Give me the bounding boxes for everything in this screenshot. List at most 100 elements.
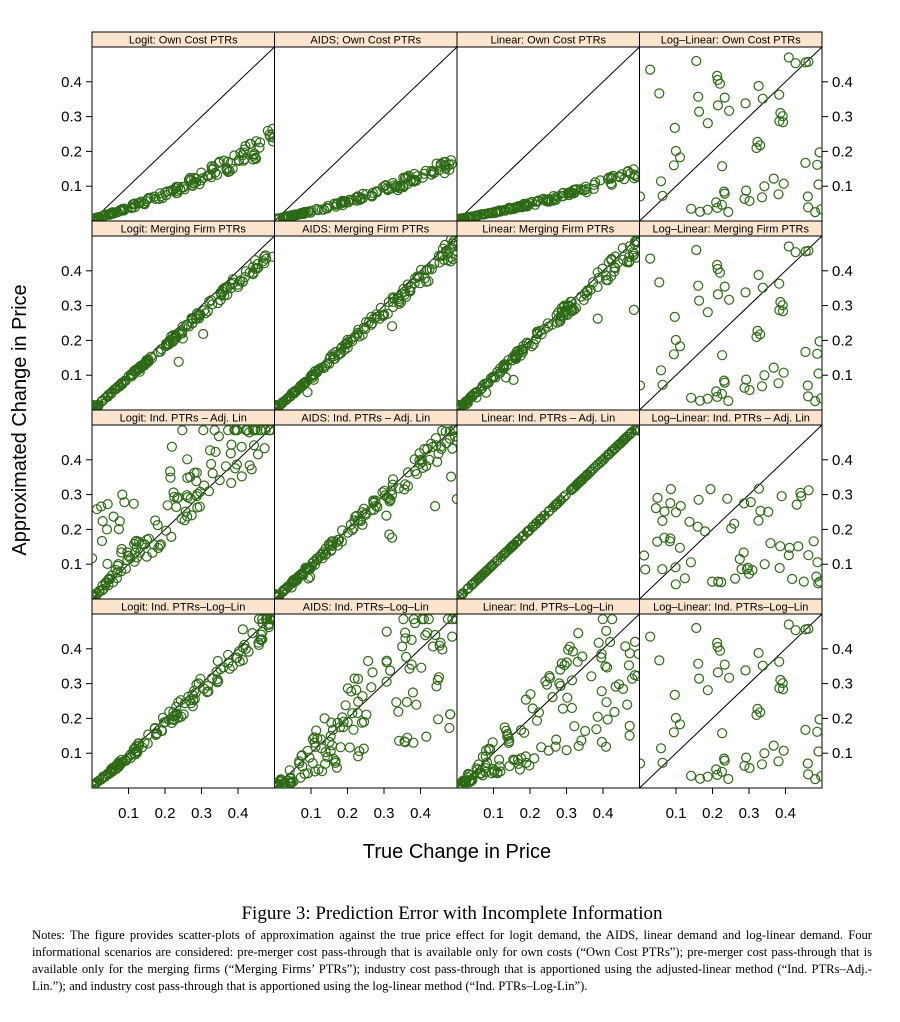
data-point	[555, 494, 566, 506]
data-point	[692, 521, 703, 532]
data-point	[576, 475, 587, 486]
data-point	[339, 344, 350, 355]
data-point	[358, 743, 369, 754]
data-point	[381, 676, 392, 687]
data-point	[736, 563, 747, 575]
data-point	[249, 152, 261, 163]
data-point	[301, 376, 312, 387]
data-point	[640, 564, 651, 575]
y-tick-label: 0.1	[832, 556, 853, 573]
data-point	[274, 592, 282, 599]
data-point	[738, 547, 749, 558]
data-point	[149, 723, 160, 734]
data-point	[418, 614, 429, 625]
data-point	[96, 535, 108, 547]
data-point	[624, 730, 635, 741]
data-point	[440, 426, 451, 437]
y-tick-label: 0.4	[61, 74, 82, 91]
data-point	[257, 256, 269, 267]
data-point	[335, 742, 346, 753]
data-point	[521, 527, 533, 538]
data-point	[469, 577, 480, 588]
points-group	[639, 241, 822, 407]
data-point	[409, 278, 420, 289]
data-point	[659, 532, 670, 543]
x-tick-label: 0.4	[775, 805, 796, 822]
y-tick-label: 0.1	[832, 745, 853, 762]
data-point	[573, 740, 584, 752]
y-tick-label: 0.3	[832, 298, 853, 315]
data-point	[267, 129, 275, 140]
data-point	[104, 573, 115, 584]
data-point	[191, 467, 202, 478]
data-point	[585, 284, 596, 295]
data-point	[212, 674, 223, 685]
data-point	[594, 457, 605, 469]
data-point	[665, 533, 676, 544]
data-point	[226, 439, 237, 450]
data-point	[802, 391, 814, 402]
data-point	[397, 641, 408, 652]
data-point	[169, 491, 180, 503]
data-point	[424, 454, 435, 465]
data-point	[729, 573, 741, 584]
data-point	[440, 163, 451, 174]
data-point	[331, 199, 342, 210]
data-point	[380, 180, 391, 191]
data-point	[337, 712, 348, 723]
data-point	[260, 250, 271, 261]
data-point	[97, 580, 108, 591]
data-point	[328, 753, 339, 764]
data-point	[765, 538, 776, 549]
data-point	[327, 724, 338, 736]
data-point	[575, 291, 587, 302]
data-point	[457, 214, 463, 221]
data-point	[285, 777, 296, 788]
data-point	[402, 732, 413, 743]
data-point	[508, 203, 520, 215]
data-point	[420, 165, 431, 176]
data-point	[130, 536, 141, 547]
data-point	[691, 244, 702, 256]
data-point	[440, 245, 451, 257]
reference-line	[91, 46, 275, 222]
panel-title: Log–Linear: Ind. PTRs–Log–Lin	[653, 602, 808, 614]
data-point	[242, 425, 253, 436]
data-point	[274, 589, 281, 599]
data-point	[108, 511, 119, 522]
data-point	[198, 425, 209, 436]
data-point	[495, 552, 506, 563]
data-point	[577, 651, 588, 662]
data-point	[353, 751, 364, 762]
data-point	[325, 730, 336, 742]
data-point	[447, 443, 457, 454]
points-group	[274, 155, 457, 221]
data-point	[739, 193, 750, 204]
data-point	[114, 516, 125, 527]
data-point	[596, 456, 607, 467]
data-point	[151, 728, 162, 739]
x-tick-label: 0.3	[191, 805, 212, 822]
data-point	[307, 370, 318, 381]
data-point	[156, 191, 167, 202]
data-point	[111, 572, 123, 584]
data-point	[802, 202, 814, 213]
data-point	[639, 380, 646, 391]
data-point	[385, 494, 396, 506]
data-point	[235, 276, 246, 287]
data-point	[596, 686, 607, 697]
data-point	[694, 206, 706, 217]
data-point	[426, 438, 437, 449]
data-point	[173, 181, 184, 192]
data-point	[495, 363, 506, 374]
data-point	[92, 553, 98, 564]
y-tick-label: 0.2	[832, 332, 853, 349]
data-point	[813, 578, 822, 589]
data-point	[562, 692, 573, 703]
data-point	[763, 506, 774, 517]
data-point	[121, 753, 133, 764]
data-point	[778, 367, 789, 378]
data-point	[798, 576, 809, 587]
data-point	[448, 253, 457, 265]
data-point	[734, 553, 745, 565]
